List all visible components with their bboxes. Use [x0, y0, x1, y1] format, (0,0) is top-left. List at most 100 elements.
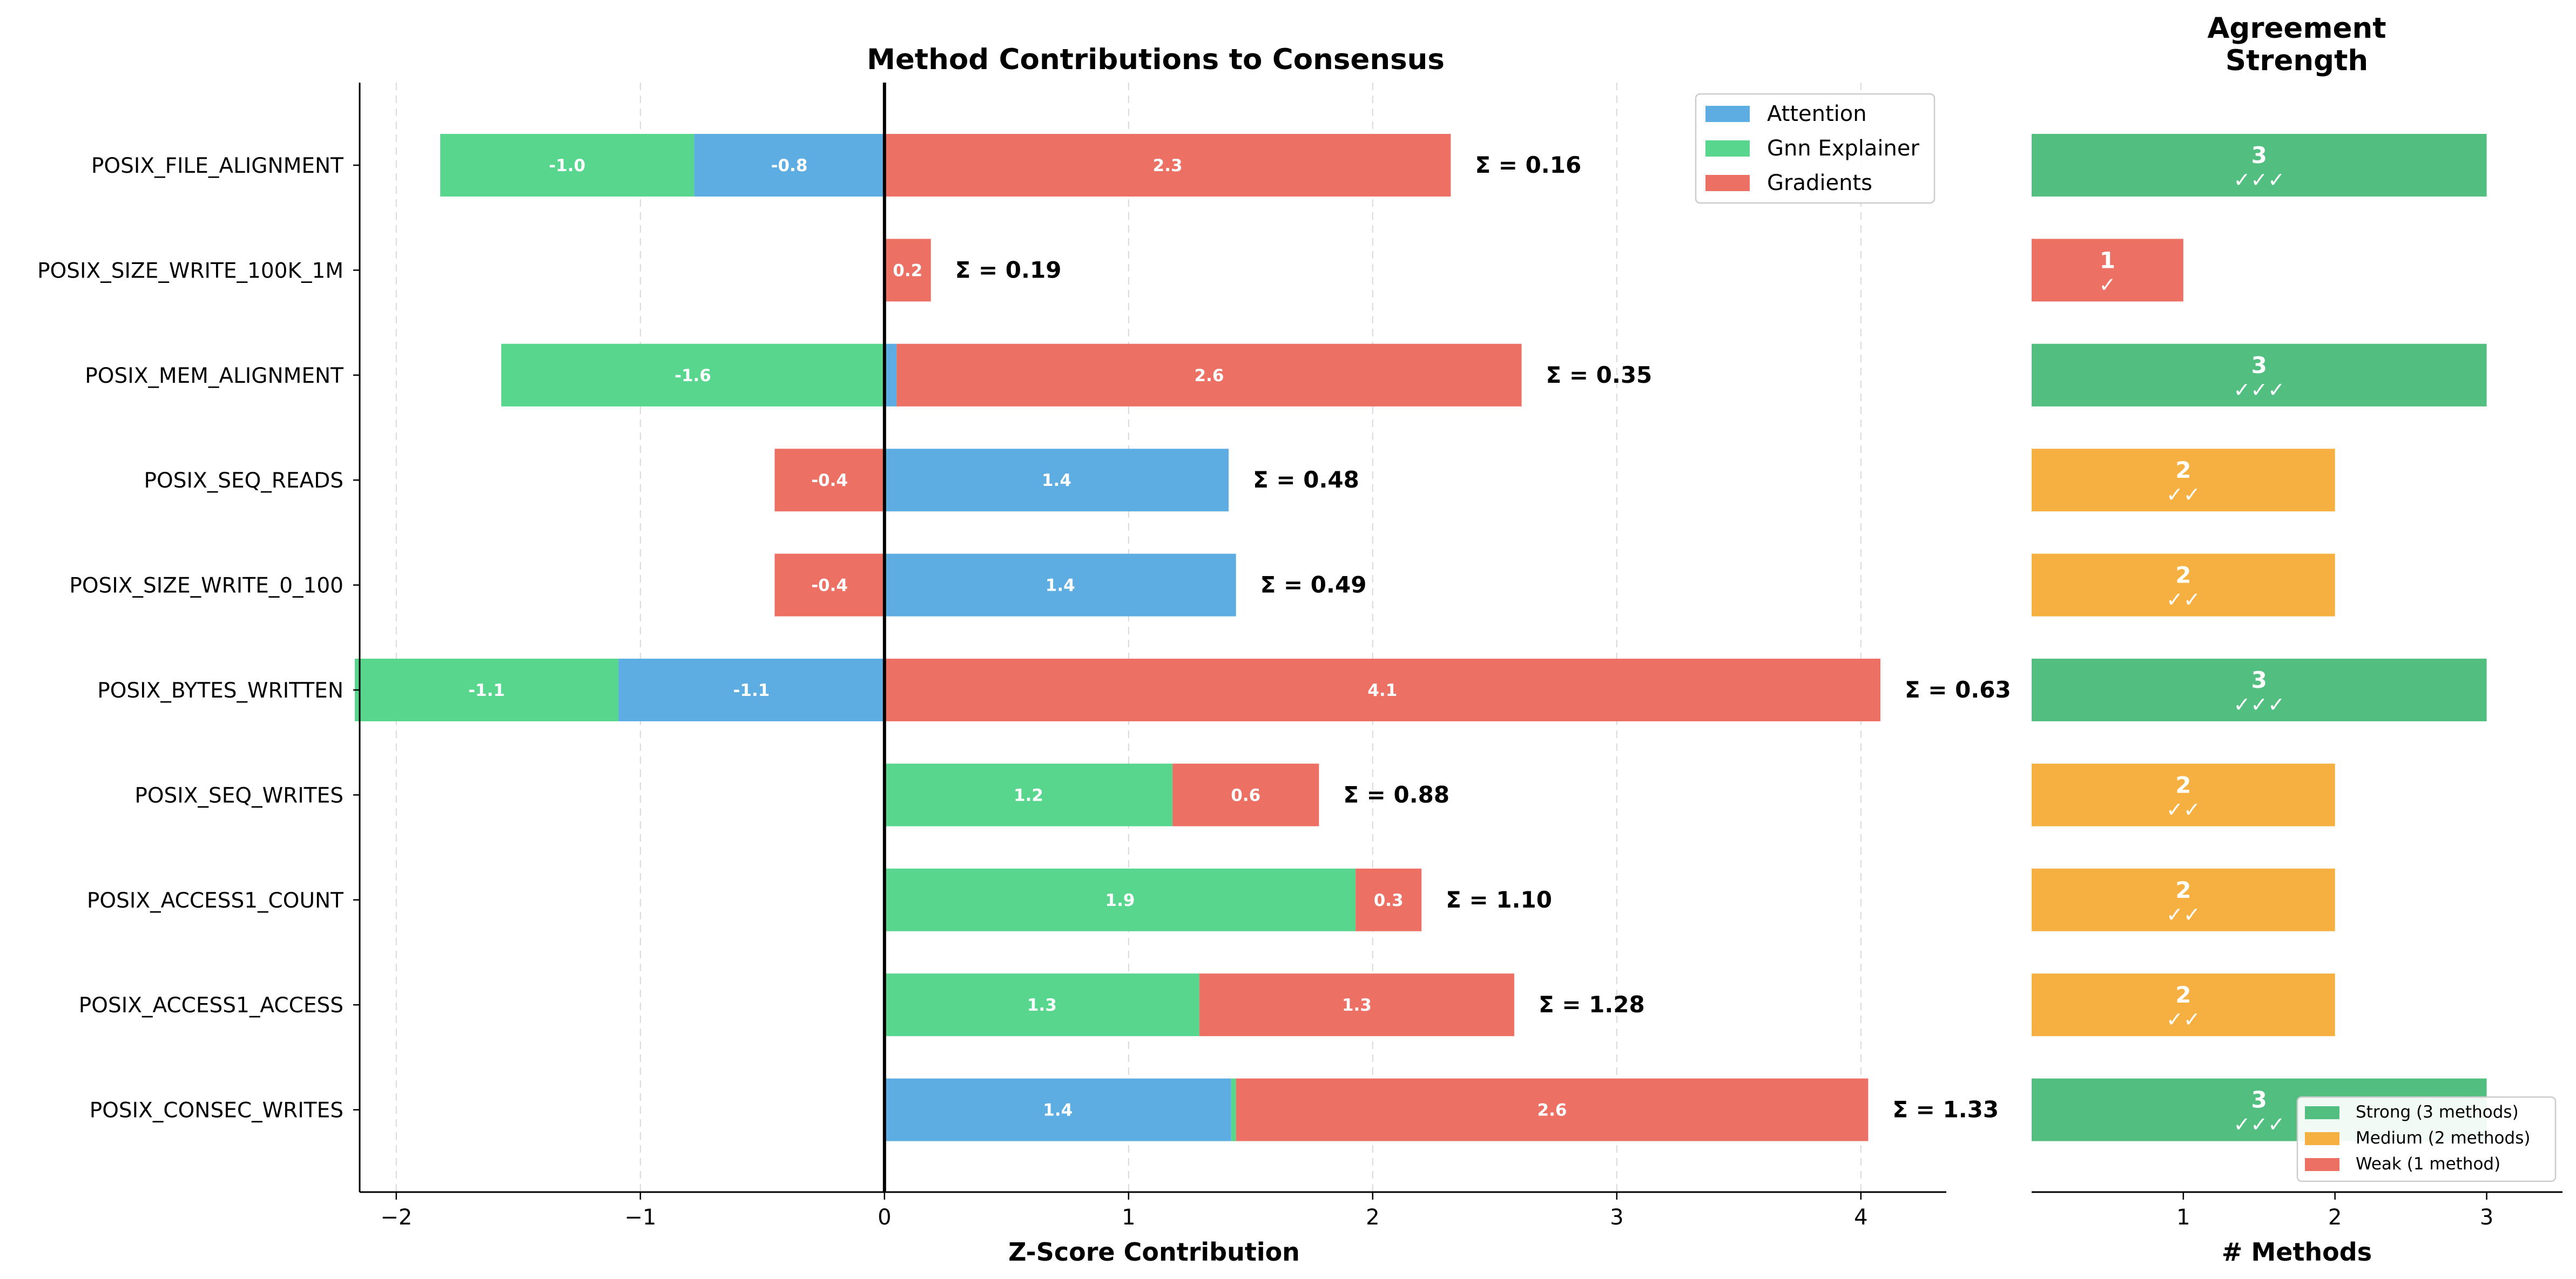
agreement-count-label: 1	[2100, 247, 2115, 273]
bar-value-label: 1.4	[1043, 1101, 1073, 1120]
bar-segment	[884, 449, 1229, 512]
bar-segment	[1236, 1078, 1869, 1141]
sum-label: Σ = 0.63	[1905, 676, 2011, 703]
agreement-count-label: 2	[2175, 982, 2191, 1008]
bar-value-label: 2.6	[1194, 366, 1224, 385]
agreement-check-label: ✓✓✓	[2234, 693, 2285, 716]
x-tick-label: 1	[2176, 1205, 2190, 1230]
bar-segment	[884, 659, 1880, 721]
legend-label: Gradients	[1767, 171, 1872, 195]
bar-segment	[354, 659, 619, 721]
bar-segment	[774, 449, 885, 512]
bar-value-label: 1.3	[1342, 996, 1372, 1015]
x-tick-label: 1	[1122, 1205, 1135, 1230]
agreement-bar	[2032, 868, 2335, 931]
bar-value-label: 0.6	[1231, 786, 1260, 805]
agreement-bar	[2032, 343, 2487, 407]
agreement-bar	[2032, 239, 2183, 302]
legend-label: Gnn Explainer	[1767, 136, 1919, 161]
sum-label: Σ = 0.88	[1343, 781, 1449, 808]
legend-swatch	[1705, 175, 1750, 191]
bar-value-label: 2.3	[1153, 156, 1183, 175]
category-label: POSIX_SIZE_WRITE_0_100	[69, 574, 343, 598]
bar-segment	[1199, 973, 1514, 1037]
bar-segment	[1356, 868, 1422, 931]
bar-segment	[1231, 1078, 1236, 1141]
agreement-bar	[2032, 553, 2335, 617]
bar-value-label: -1.1	[468, 681, 505, 700]
agreement-strength-chart: 3✓✓✓1✓3✓✓✓2✓✓2✓✓3✓✓✓2✓✓2✓✓2✓✓3✓✓✓1 2 3Agre…	[2032, 12, 2562, 1267]
legend-swatch	[1705, 140, 1750, 157]
bar-segment	[884, 1078, 1231, 1141]
legend-box	[2296, 1096, 2557, 1182]
sum-label: Σ = 1.28	[1539, 991, 1645, 1018]
agreement-count-label: 3	[2251, 142, 2267, 168]
bar-value-label: 2.6	[1537, 1101, 1567, 1120]
agreement-count-label: 3	[2251, 667, 2267, 693]
bar-value-label: 1.4	[1046, 576, 1075, 595]
bar-segment	[884, 973, 1199, 1037]
chart-title: Method Contributions to Consensus	[867, 43, 1445, 76]
agreement-check-label: ✓✓	[2166, 903, 2201, 926]
bar-value-label: -1.1	[733, 681, 770, 700]
x-tick-label: 4	[1854, 1205, 1867, 1230]
agreement-count-label: 2	[2175, 562, 2191, 588]
x-tick-label: −1	[624, 1205, 656, 1230]
legend-label: Strong (3 methods)	[2356, 1102, 2519, 1122]
agreement-check-label: ✓✓	[2166, 483, 2201, 506]
bar-segment	[774, 553, 885, 617]
agreement-check-label: ✓✓	[2166, 797, 2201, 821]
x-tick-label: −2	[380, 1205, 412, 1230]
agreement-bar	[2032, 134, 2487, 197]
legend-swatch	[2305, 1106, 2339, 1119]
bar-segment	[896, 343, 1522, 407]
category-label: POSIX_CONSEC_WRITES	[90, 1099, 343, 1123]
sum-label: Σ = 0.49	[1260, 572, 1367, 598]
agreement-count-label: 2	[2175, 772, 2191, 798]
agreement-bar	[2032, 659, 2487, 721]
legend-label: Weak (1 method)	[2356, 1154, 2500, 1174]
bar-segment	[884, 343, 897, 407]
legend-label: Attention	[1767, 101, 1867, 126]
legend-swatch	[2305, 1158, 2339, 1171]
category-label: POSIX_SEQ_READS	[144, 469, 344, 493]
x-tick-label: 3	[2480, 1205, 2493, 1230]
chart-title-line: Agreement	[2207, 12, 2386, 45]
agreement-count-label: 2	[2175, 877, 2191, 903]
x-tick-label: 2	[2328, 1205, 2342, 1230]
bar-segment	[440, 134, 694, 197]
bar-value-label: 1.9	[1105, 891, 1135, 910]
method-contributions-chart: -0.8 -1.0 2.3 Σ = 0.16 POSIX_FILE_ALIGNMENT 0…	[37, 43, 2011, 1267]
bar-value-label: 1.4	[1042, 471, 1071, 490]
x-tick-label: 0	[878, 1205, 891, 1230]
chart-title-line: Strength	[2226, 44, 2368, 77]
x-tick-label: 2	[1366, 1205, 1379, 1230]
agreement-count-label: 3	[2251, 352, 2267, 378]
bar-value-label: -0.4	[811, 576, 848, 595]
agreement-count-label: 2	[2175, 457, 2191, 483]
category-label: POSIX_BYTES_WRITTEN	[97, 679, 343, 703]
x-axis-title: Z-Score Contribution	[1008, 1237, 1300, 1267]
agreement-check-label: ✓	[2099, 273, 2116, 296]
bar-segment	[694, 134, 885, 197]
category-label: POSIX_SIZE_WRITE_100K_1M	[37, 259, 343, 283]
sum-label: Σ = 0.35	[1546, 362, 1653, 388]
agreement-check-label: ✓✓✓	[2234, 1113, 2285, 1136]
category-label: POSIX_FILE_ALIGNMENT	[91, 154, 343, 178]
agreement-check-label: ✓✓	[2166, 588, 2201, 612]
agreement-bar	[2032, 973, 2335, 1037]
bar-segment	[1172, 763, 1319, 827]
x-tick-label: 3	[1610, 1205, 1623, 1230]
bar-value-label: -1.0	[549, 156, 585, 175]
category-label: POSIX_MEM_ALIGNMENT	[85, 364, 343, 388]
legend-swatch	[2305, 1132, 2339, 1145]
legend-swatch	[1705, 106, 1750, 122]
legend-label: Medium (2 methods)	[2356, 1128, 2530, 1148]
sum-label: Σ = 0.16	[1475, 152, 1581, 178]
x-axis-title: # Methods	[2222, 1237, 2372, 1267]
sum-label: Σ = 1.33	[1892, 1097, 1999, 1123]
agreement-check-label: ✓✓✓	[2234, 168, 2285, 192]
bar-value-label: 0.3	[1374, 891, 1404, 910]
bar-value-label: 1.3	[1027, 996, 1057, 1015]
bar-value-label: 4.1	[1367, 681, 1397, 700]
